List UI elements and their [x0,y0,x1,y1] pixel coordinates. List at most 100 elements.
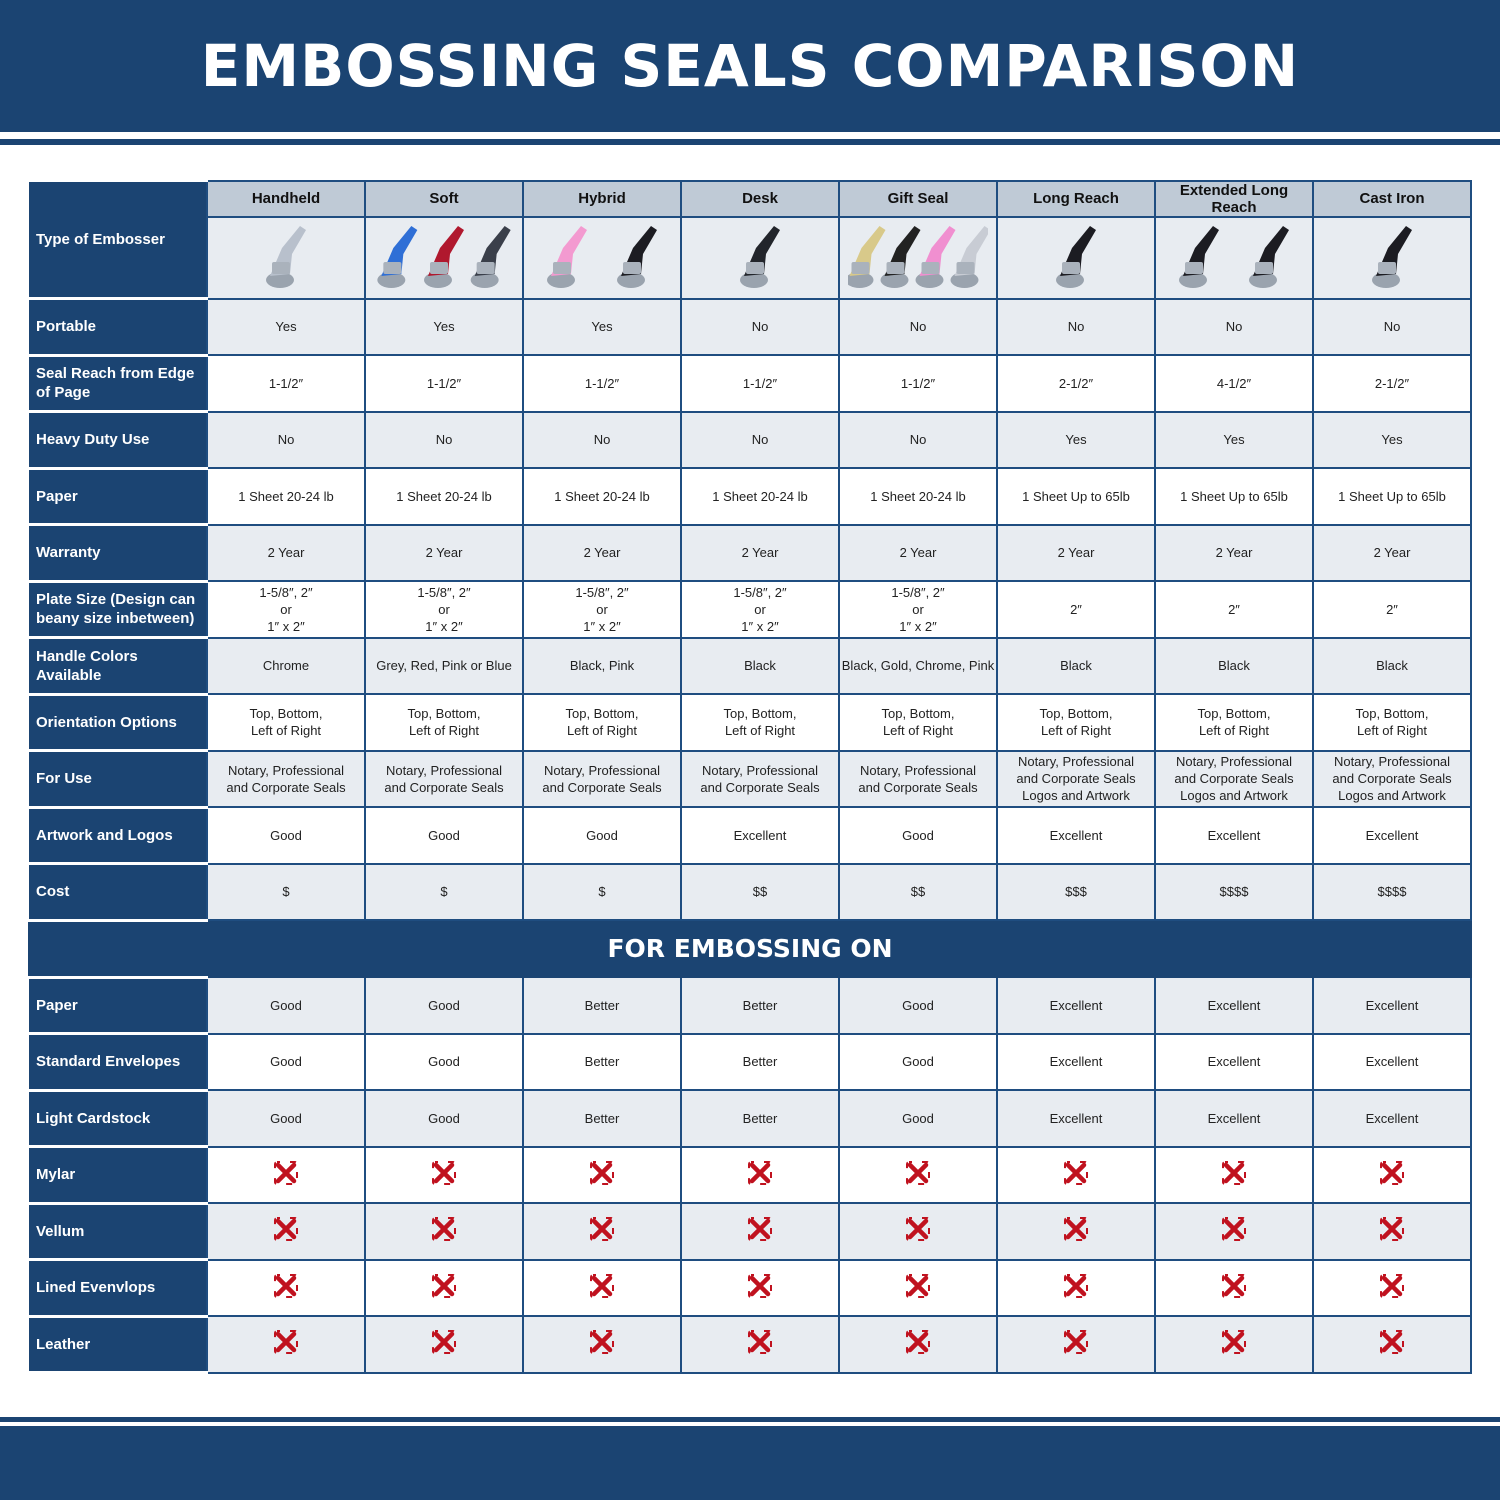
embosser-image [680,215,840,300]
cell-text: Top, Bottom, [881,706,955,722]
embosser-image [838,215,998,300]
table-cell: Good [838,1032,998,1091]
cell-text: Good [428,1110,460,1126]
table-cell: Notary, Professional and Corporate Seals [838,749,998,808]
table-cell: 1 Sheet Up to 65lb [1154,467,1314,526]
table-row: Plate Size (Design can beany size inbetw… [29,579,1472,639]
table-cell [206,1202,366,1261]
table-cell: Notary, Professional and Corporate Seals [522,749,682,808]
cell-text: Better [584,1054,620,1070]
table-cell: Good [206,1032,366,1091]
red-x-icon [273,1160,299,1186]
table-cell: Excellent [1154,976,1314,1035]
cell-text: 1 Sheet Up to 65lb [1338,488,1446,504]
cell-text: 2-1/2″ [1374,375,1410,391]
row-label: Standard Envelopes [29,1032,207,1092]
cell-text: 1 Sheet 20-24 lb [238,488,334,504]
cell-text: Yes [1065,432,1087,448]
row-label: Seal Reach from Edge of Page [29,353,207,413]
table-cell: Black [1154,636,1314,695]
cell-text: Left of Right [1040,723,1112,739]
cell-text: or [438,601,450,617]
table-cell: Good [206,976,366,1035]
cell-text: No [277,432,295,448]
red-x-icon [747,1329,773,1355]
cell-text: 1-1/2″ [584,375,620,391]
row-label: Cost [29,862,207,922]
red-x-icon [431,1329,457,1355]
cell-text: 1 Sheet Up to 65lb [1022,488,1130,504]
cell-text: 2 Year [741,545,779,561]
table-cell: 1-1/2″ [206,354,366,413]
table-cell: Excellent [1312,1032,1472,1091]
table-cell: Excellent [1154,806,1314,865]
cell-text: 1 Sheet 20-24 lb [554,488,650,504]
column-header: Desk [680,179,840,218]
cell-text: Black, Gold, Chrome, Pink [841,658,995,674]
table-cell: 1-1/2″ [522,354,682,413]
cell-text: Excellent [1049,1054,1103,1070]
table-cell: Good [364,1032,524,1091]
table-cell [1312,1315,1472,1374]
cell-text: and Corporate Seals [1174,771,1294,787]
table-cell: 4-1/2″ [1154,354,1314,413]
table-cell: 1 Sheet 20-24 lb [522,467,682,526]
cell-text: 2″ [1228,601,1240,617]
cell-text: Notary, Professional [701,762,819,778]
cell-text: Notary, Professional [543,762,661,778]
cell-text: 1-1/2″ [426,375,462,391]
cell-text: 1 Sheet 20-24 lb [870,488,966,504]
table-cell: Better [522,1089,682,1148]
table-cell [680,1315,840,1374]
table-cell: Top, Bottom, Left of Right [206,693,366,752]
table-cell: Excellent [996,1032,1156,1091]
cell-text: Top, Bottom, [723,706,797,722]
table-cell: Excellent [1154,1032,1314,1091]
cell-text: 1″ x 2″ [583,618,621,634]
red-x-icon [1221,1273,1247,1299]
table-cell [1312,1145,1472,1204]
cell-text: 1-5/8″, 2″ [891,584,945,600]
table-cell: Better [680,1089,840,1148]
table-cell [206,1258,366,1317]
column-header: Gift Seal [838,179,998,218]
divider [0,1417,1500,1422]
table-cell: Good [364,806,524,865]
cell-text: $$ [752,884,768,900]
table-cell [680,1145,840,1204]
cell-text: Good [586,827,618,843]
table-row: Paper 1 Sheet 20-24 lb 1 Sheet 20-24 lb 1 S… [29,466,1472,526]
cell-text: Left of Right [724,723,796,739]
table-cell: 2 Year [680,523,840,582]
cell-text: Left of Right [408,723,480,739]
table-cell [996,1258,1156,1317]
page-title: EMBOSSING SEALS COMPARISON [200,32,1300,100]
table-cell: 1-5/8″, 2″ or 1″ x 2″ [364,580,524,639]
cell-text: Excellent [1049,1110,1103,1126]
table-cell: Excellent [1154,1089,1314,1148]
row-label: Lined Evenvlops [29,1258,207,1318]
table-cell: $ [206,862,366,921]
table-cell: 1-5/8″, 2″ or 1″ x 2″ [838,580,998,639]
cell-text: and Corporate Seals [226,779,346,795]
table-cell: Notary, Professional and Corporate Seals L… [1154,749,1314,808]
red-x-icon [905,1216,931,1242]
red-x-icon [747,1216,773,1242]
red-x-icon [273,1329,299,1355]
table-cell: 1-5/8″, 2″ or 1″ x 2″ [206,580,366,639]
cell-text: Yes [591,319,613,335]
embosser-image [522,215,682,300]
table-cell [1154,1202,1314,1261]
table-cell: Yes [1154,410,1314,469]
table-cell: 1 Sheet 20-24 lb [838,467,998,526]
row-label: Vellum [29,1201,207,1261]
table-row: Light Cardstock Good Good Better Better Good E… [29,1088,1472,1148]
table-cell: $$$ [996,862,1156,921]
cell-text: Chrome [262,658,310,674]
table-cell [838,1145,998,1204]
cell-text: 1 Sheet Up to 65lb [1180,488,1288,504]
table-row: For Use Notary, Professional and Corporate… [29,749,1472,809]
row-label: Handle Colors Available [29,636,207,696]
table-cell [680,1202,840,1261]
cell-text: 1″ x 2″ [267,618,305,634]
